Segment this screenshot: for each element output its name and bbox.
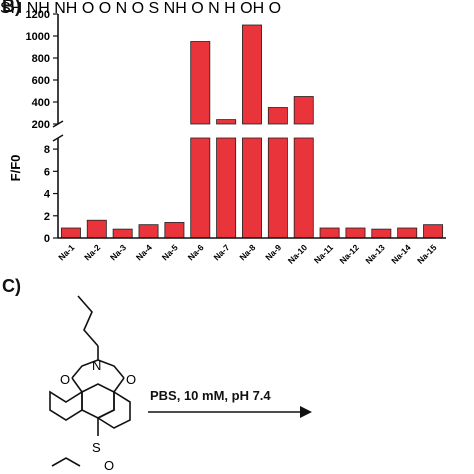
y-tick-label-1200: 1200 [26,9,50,21]
y-tick-label-0: 0 [44,233,50,245]
bar-upper-Na-10 [293,96,314,125]
thiol-nh-right: NH [54,0,78,17]
product-acid-o: O [268,0,282,17]
y-tick-label-600: 600 [32,75,50,87]
thiol-o: O [81,0,95,17]
panel-c-label: C) [2,276,21,296]
product-o-right: O [131,0,145,17]
product-h: H [224,0,236,17]
reactant-n: N [92,358,101,373]
product-oh: OH [240,0,265,17]
reactant-o-left: O [60,372,70,387]
reactant-s: S [92,440,101,455]
reactant-structure [49,295,131,467]
y-tick-label-800: 800 [32,53,50,65]
attack-arrow: O N O S NH O N H OH O PBS, 10 mM, pH 7.4… [98,0,282,403]
product-n-amide: N [208,0,220,17]
bar-upper-Na-7 [216,119,237,125]
reaction-arrowhead [300,406,312,418]
product-s: S [148,0,160,17]
bar-upper-Na-6 [190,41,211,125]
y-tick-label-200: 200 [32,119,50,131]
y-tick-label-2: 2 [44,211,50,223]
y-tick-label-6: 6 [44,166,50,178]
thiol-nh-left: NH [26,0,50,17]
product-n: N [115,0,128,17]
y-tick-label-400: 400 [32,97,50,109]
y-tick-label-4: 4 [44,189,51,201]
reaction-conditions: PBS, 10 mM, pH 7.4 [150,388,271,403]
product-o-left: O [98,0,112,17]
panel-b-label: B) [2,0,21,16]
reactant-sulfoxide-o: O [104,458,114,473]
bar-upper-Na-9 [267,107,288,125]
axis-break-gap [57,125,447,137]
reactant-o-right: O [126,372,136,387]
y-tick-label-1000: 1000 [26,31,50,43]
attack-arrowhead: O N O S NH O N H OH O PBS, 10 mM, pH 7.4… [98,0,282,403]
y-axis-label: F/F0 [8,155,23,182]
thiol-sh: SH [0,0,23,17]
break-mark-lower [52,134,64,142]
y-tick-label-8: 8 [44,144,50,156]
bar-upper-Na-8 [242,24,262,125]
product-o: O [191,0,204,17]
product-nh: NH [163,0,187,17]
